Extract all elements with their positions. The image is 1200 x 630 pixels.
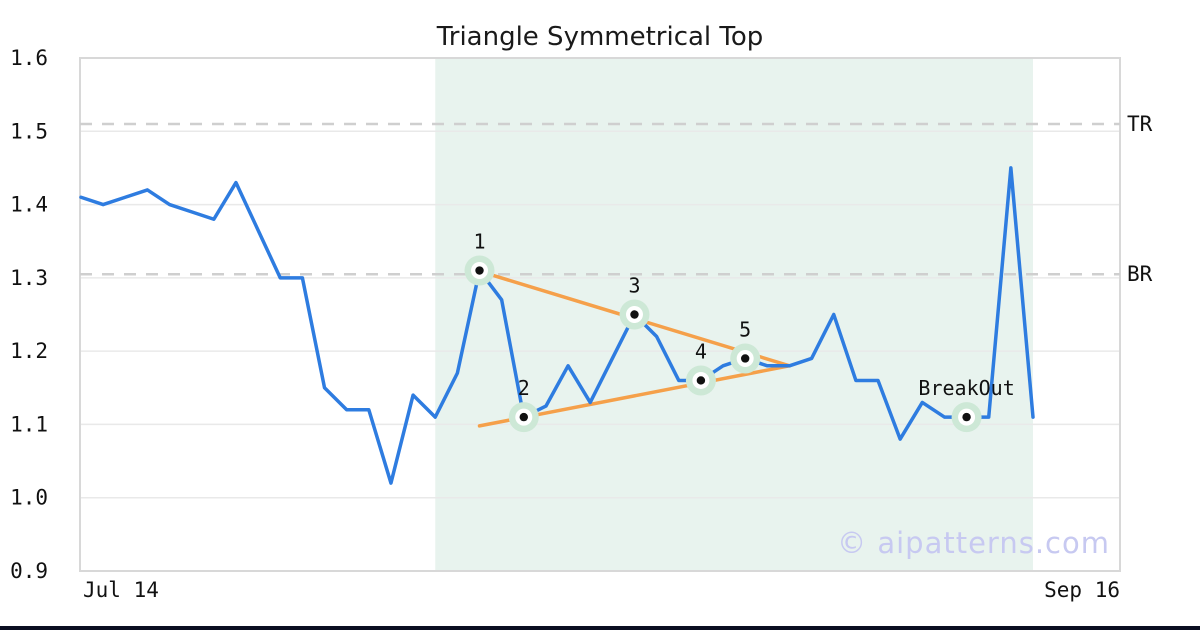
point-dot xyxy=(475,266,484,275)
bottom-accent-bar xyxy=(0,626,1200,630)
point-label-1: 1 xyxy=(473,230,485,254)
y-tick-label: 1.6 xyxy=(10,46,48,70)
point-dot xyxy=(740,354,750,363)
x-axis-label-start: Jul 14 xyxy=(83,578,159,602)
point-dot xyxy=(962,412,971,422)
plot-border xyxy=(79,57,1121,572)
y-tick-label: 0.9 xyxy=(10,559,48,583)
price-line xyxy=(79,166,1035,485)
point-dot xyxy=(630,310,639,319)
y-tick-label: 1.3 xyxy=(10,266,48,290)
y-tick-label: 1.2 xyxy=(10,339,48,363)
point-dot xyxy=(696,376,706,385)
y-tick-label: 1.1 xyxy=(10,412,48,436)
y-tick-label: 1.5 xyxy=(10,119,48,143)
y-tick-label: 1.4 xyxy=(10,193,48,217)
point-label-2: 2 xyxy=(518,376,530,400)
point-label-breakout: BreakOut xyxy=(918,376,1014,400)
x-axis-label-end: Sep 16 xyxy=(1044,578,1120,602)
chart-title: Triangle Symmetrical Top xyxy=(436,22,764,52)
point-label-3: 3 xyxy=(628,274,640,298)
watermark: © aipatterns.com xyxy=(837,526,1110,560)
point-label-4: 4 xyxy=(695,339,707,363)
point-dot xyxy=(519,412,528,422)
level-label-br: BR xyxy=(1127,262,1153,286)
y-tick-label: 1.0 xyxy=(10,486,48,510)
level-label-tr: TR xyxy=(1127,112,1153,136)
pattern-shade xyxy=(435,58,1033,571)
point-label-5: 5 xyxy=(739,317,751,341)
